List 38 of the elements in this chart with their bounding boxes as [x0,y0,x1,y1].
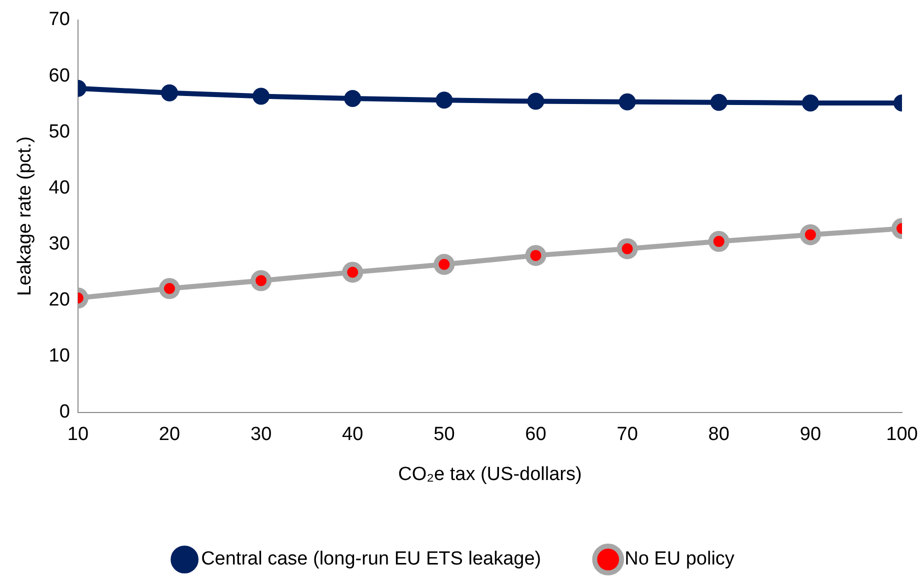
point [158,278,180,300]
point [344,90,362,107]
point [436,92,453,109]
legend-label: Central case (long-run EU ETS leakage) [201,548,542,570]
point [434,254,455,275]
y-axis-title: Leakage rate (pct.) [14,136,36,296]
x-tick-label: 60 [525,424,546,446]
point [616,238,638,260]
legend-label: No EU policy [624,548,735,570]
point [802,94,819,112]
point [710,94,728,111]
point [342,262,364,283]
point [250,270,272,292]
y-tick-label: 10 [48,346,70,367]
x-tick-label: 40 [342,424,364,446]
x-tick-label: 20 [158,424,180,446]
x-tick-label: 80 [708,424,730,446]
x-axis-title: CO₂e tax (US-dollars) [398,464,582,485]
y-tick-label: 0 [59,402,70,423]
x-tick-label: 90 [800,424,822,446]
point [618,93,636,110]
point [160,84,178,102]
x-tick-label: 100 [886,424,918,446]
y-tick-label: 40 [48,177,70,198]
y-tick-label: 50 [48,121,70,142]
y-tick-label: 70 [48,9,70,30]
point [527,92,544,110]
x-tick-label: 70 [616,424,638,446]
x-tick-label: 30 [250,424,272,446]
y-tick-label: 20 [48,290,70,311]
point [800,224,821,246]
x-tick-label: 10 [67,424,89,446]
y-tick-label: 30 [48,233,70,254]
y-tick-label: 60 [48,65,70,86]
x-tick-label: 50 [434,424,455,446]
point [708,230,730,252]
point [525,244,546,266]
point [252,88,270,105]
